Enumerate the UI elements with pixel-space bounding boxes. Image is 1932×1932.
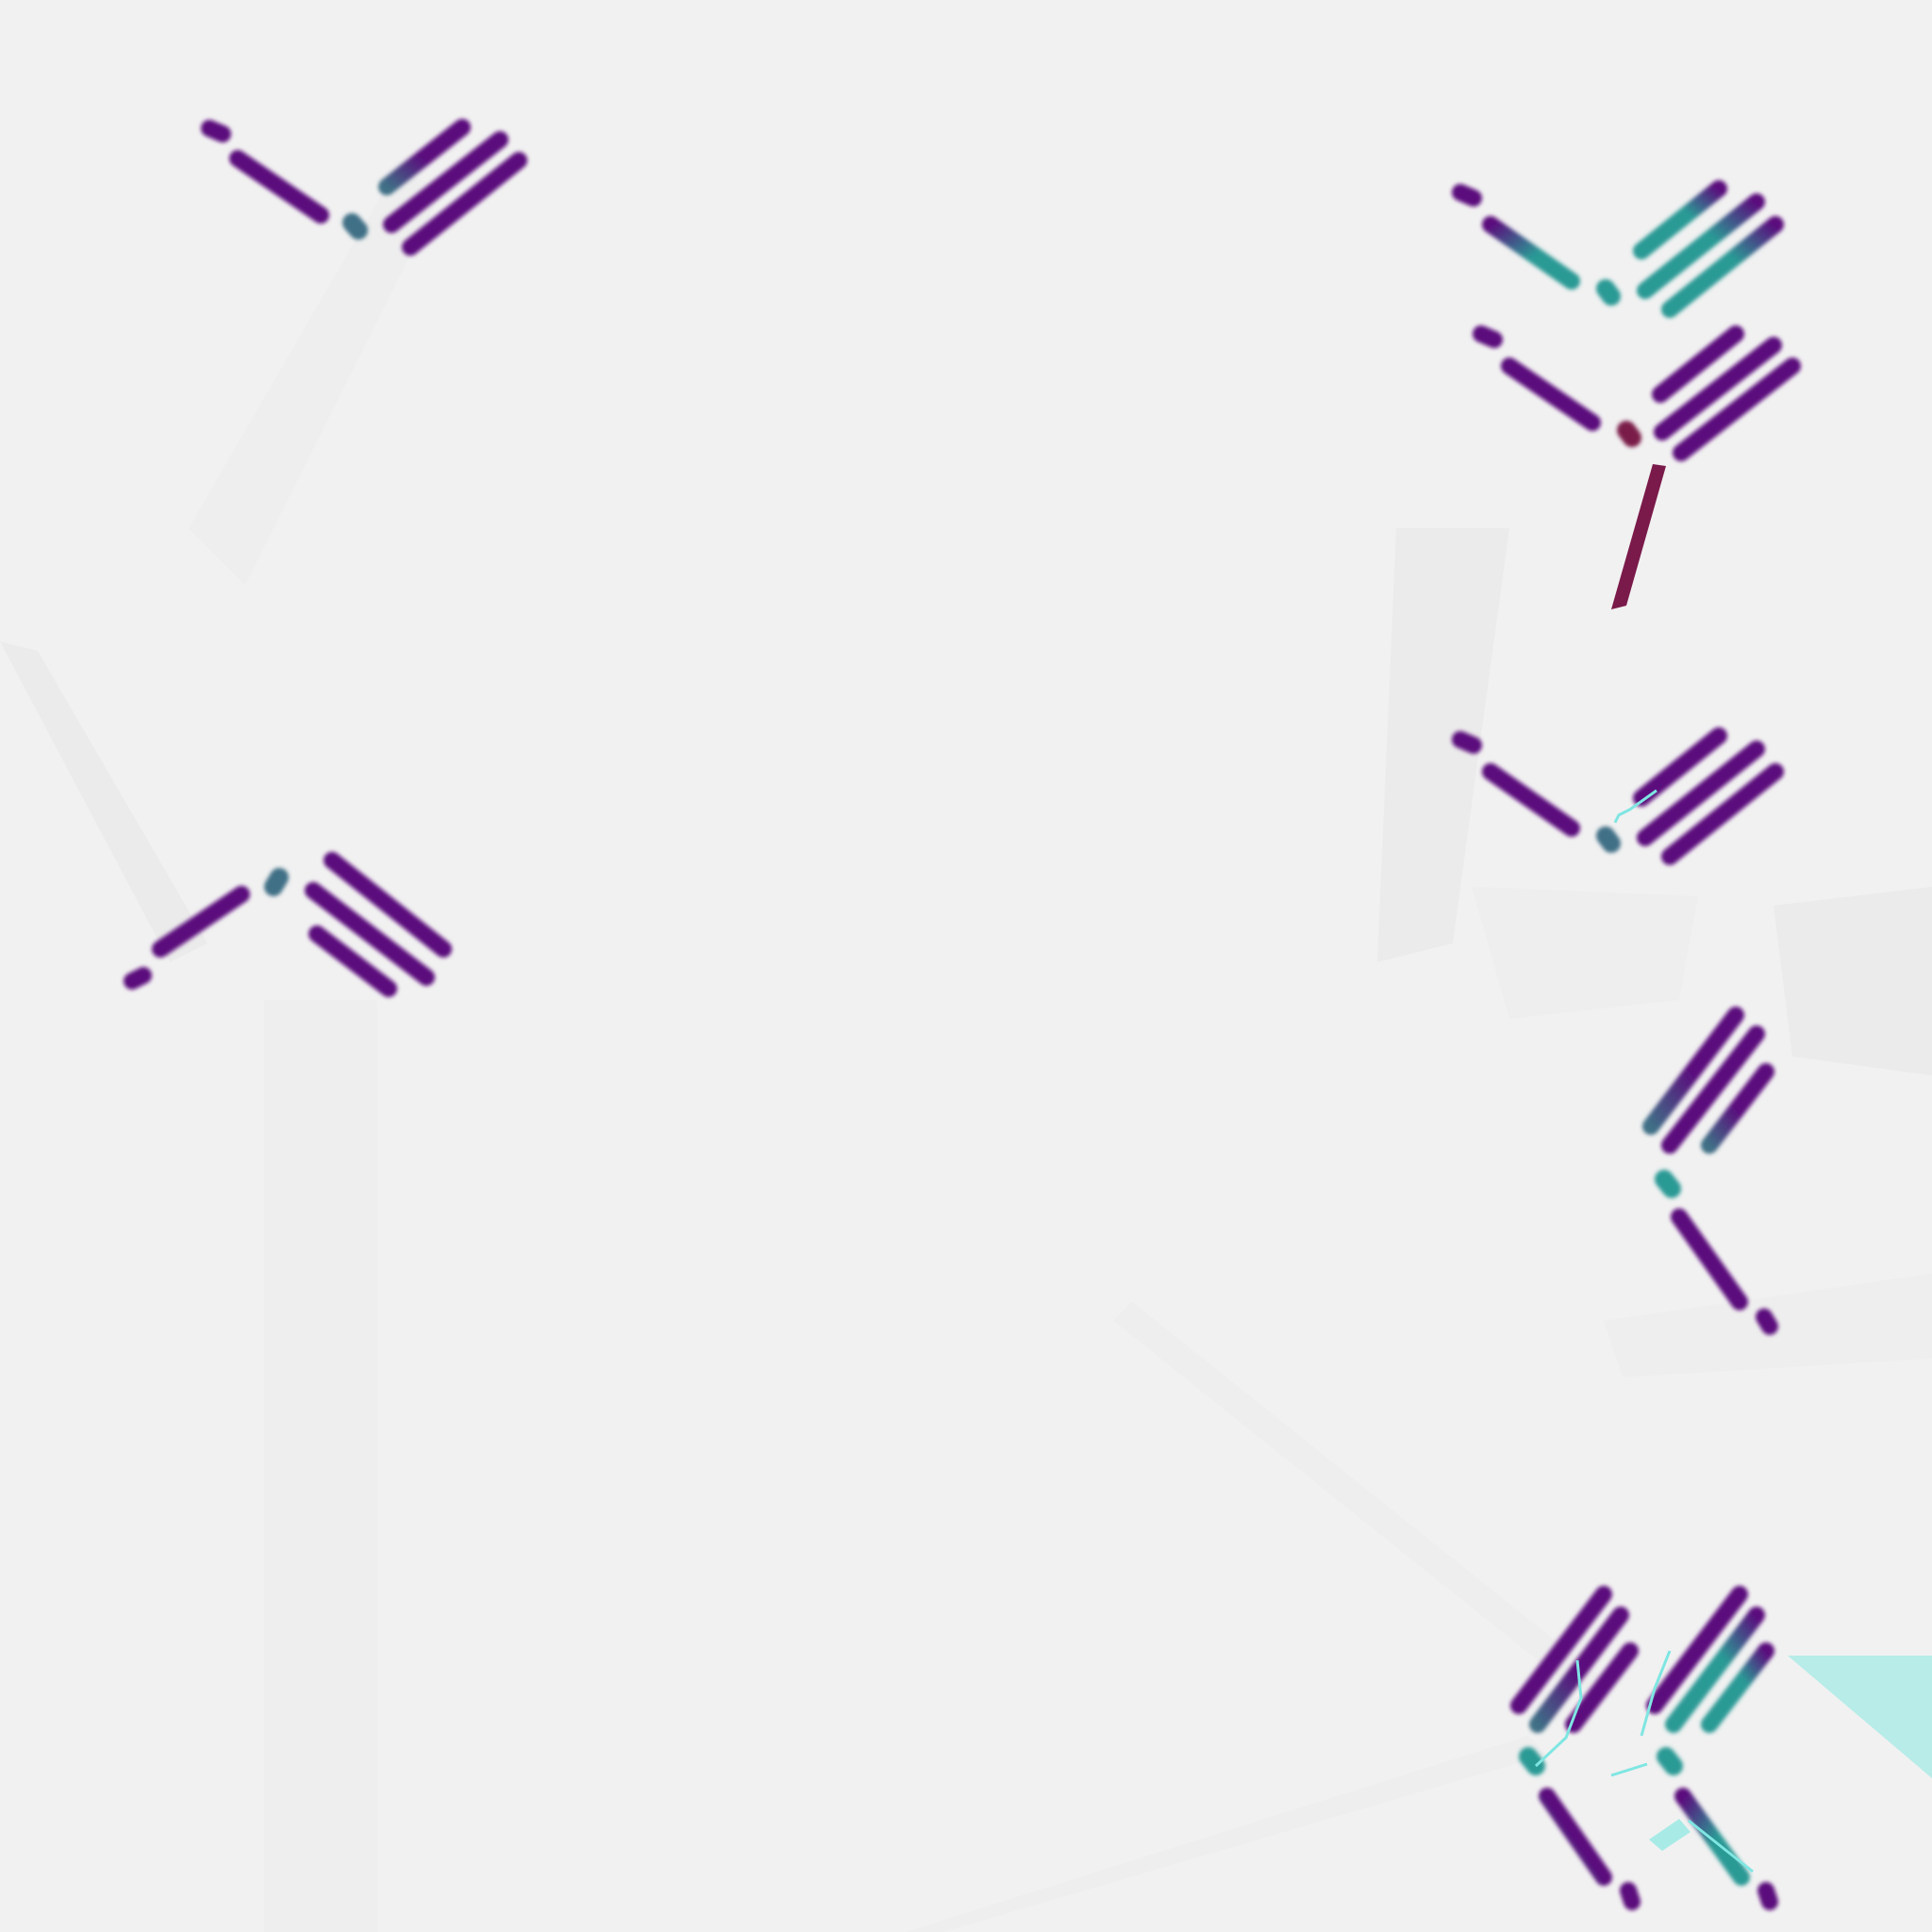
glyph-mid-left xyxy=(124,852,452,997)
glyph-stem xyxy=(1611,464,1666,609)
glyph-right-4 xyxy=(1642,1007,1778,1335)
cyan-flare-small xyxy=(1649,1819,1690,1851)
crack-line xyxy=(1613,789,1657,824)
background-light-beams xyxy=(0,170,1932,1932)
glyph-right-1 xyxy=(1452,180,1784,318)
glyph-right-2 xyxy=(1473,325,1801,461)
crack-lines-bottom xyxy=(1534,1650,1754,1874)
glyph-right-3 xyxy=(1452,727,1784,865)
glyph-top-left xyxy=(201,119,527,256)
cyan-flare xyxy=(1788,1656,1932,1778)
